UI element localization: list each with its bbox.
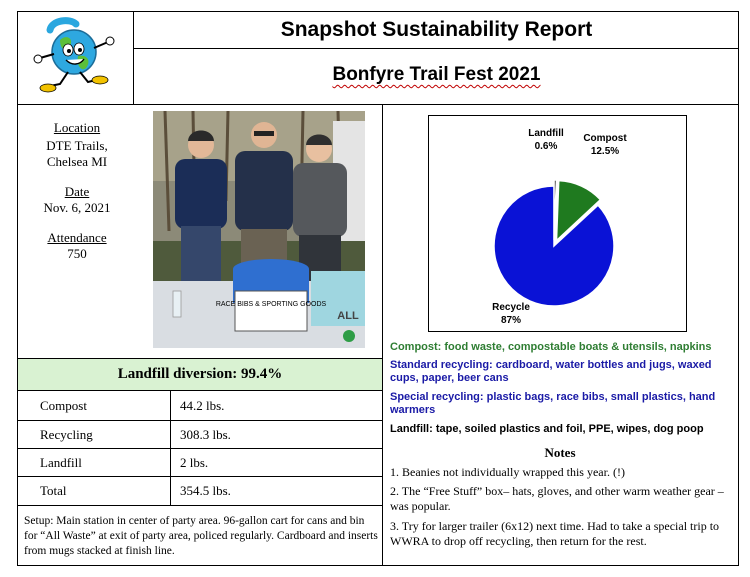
photo-bin-text: ALL: [337, 310, 359, 322]
pie-slice-compost: [555, 179, 602, 243]
table-category: Total: [40, 483, 67, 498]
landfill-diversion: Landfill diversion: 99.4%: [18, 359, 382, 390]
pie-label-compost: Compost: [583, 133, 627, 144]
pie-value-recycle: 87%: [501, 315, 521, 326]
title-divider: [133, 48, 739, 49]
compost-description: Compost: food waste, compostable boats &…: [390, 341, 712, 353]
globe-mascot-logo: [33, 17, 115, 93]
pie-slice-recycle: [493, 185, 615, 307]
table-amount: 2 lbs.: [180, 455, 209, 470]
setup-text: Setup: Main station in center of party a…: [24, 515, 378, 557]
table-row: Compost 44.2 lbs.: [18, 392, 382, 420]
special-recycling-description: Special recycling: plastic bags, race bi…: [390, 391, 716, 416]
pie-value-landfill: 0.6%: [535, 141, 558, 152]
outer-border-right: [738, 11, 739, 566]
pie-label-recycle: Recycle: [492, 302, 530, 313]
table-line-6: [17, 505, 383, 506]
event-title-text: Bonfyre Trail Fest 2021: [332, 64, 541, 85]
attendance-label: Attendance: [47, 230, 107, 245]
attendance-value: 750: [67, 246, 87, 261]
note-item: 2. The “Free Stuff” box– hats, gloves, a…: [390, 484, 724, 513]
outer-border-left: [17, 11, 18, 566]
waste-pie-chart: Recycle 87% Compost 12.5% Landfill 0.6%: [428, 115, 687, 332]
center-divider: [382, 104, 383, 566]
table-row: Landfill 2 lbs.: [18, 449, 382, 477]
header-bottom-line: [17, 104, 739, 105]
event-title: Bonfyre Trail Fest 2021: [134, 58, 739, 92]
note-item: 3. Try for larger trailer (6x12) next ti…: [390, 519, 720, 548]
table-line-5: [17, 476, 383, 477]
table-amount: 354.5 lbs.: [180, 483, 231, 498]
table-category: Compost: [40, 398, 87, 413]
table-line-4: [17, 448, 383, 449]
date-label: Date: [64, 184, 90, 199]
pie-label-landfill: Landfill: [528, 128, 564, 139]
event-info-panel: Location DTE Trails, Chelsea MI Date Nov…: [18, 116, 136, 276]
photo-illustration: RACE BIBS & SPORTING GOODS ALL: [153, 111, 365, 348]
table-column-divider: [170, 390, 171, 505]
report-title: Snapshot Sustainability Report: [280, 18, 593, 41]
pie-svg: Recycle 87% Compost 12.5% Landfill 0.6%: [492, 128, 627, 326]
standard-recycling-description: Standard recycling: cardboard, water bot…: [390, 359, 712, 384]
landfill-description: Landfill: tape, soiled plastics and foil…: [390, 423, 704, 435]
table-row: Total 354.5 lbs.: [18, 477, 382, 505]
date-value: Nov. 6, 2021: [43, 200, 111, 215]
table-line-2: [17, 390, 383, 391]
table-amount: 308.3 lbs.: [180, 427, 231, 442]
header-divider-vertical: [133, 11, 134, 105]
notes-heading: Notes: [544, 445, 576, 460]
location-value: DTE Trails, Chelsea MI: [46, 138, 108, 169]
table-category: Recycling: [40, 427, 93, 442]
outer-border-top: [17, 11, 739, 12]
table-line-1: [17, 358, 383, 359]
location-label: Location: [53, 120, 101, 135]
table-amount: 44.2 lbs.: [180, 398, 225, 413]
table-line-3: [17, 420, 383, 421]
table-row: Recycling 308.3 lbs.: [18, 421, 382, 449]
photo-sign-text: RACE BIBS & SPORTING GOODS: [216, 301, 327, 308]
table-category: Landfill: [40, 455, 82, 470]
pie-value-compost: 12.5%: [591, 146, 619, 157]
outer-border-bottom: [17, 565, 739, 566]
pie-slice-landfill: [553, 179, 558, 241]
note-item: 1. Beanies not individually wrapped this…: [390, 465, 625, 479]
event-photo: RACE BIBS & SPORTING GOODS ALL: [153, 111, 365, 348]
